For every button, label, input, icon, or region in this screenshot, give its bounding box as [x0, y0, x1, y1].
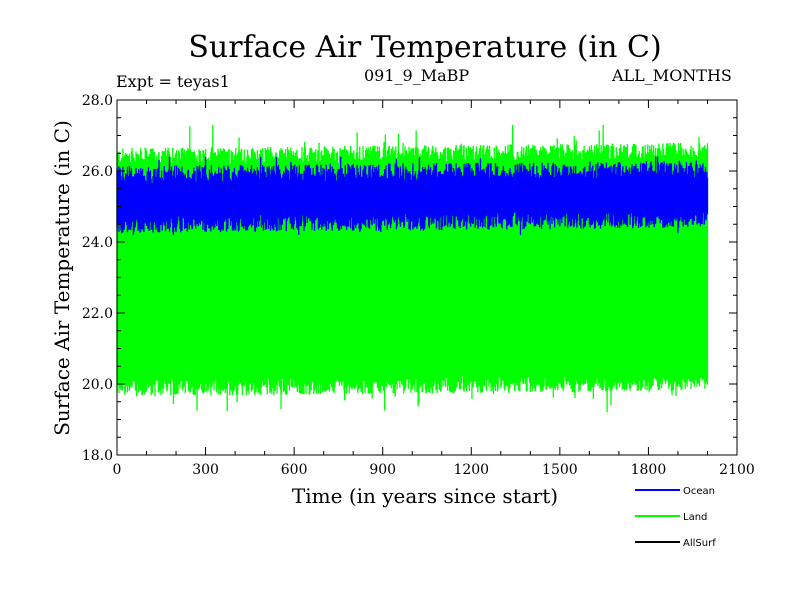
legend-label-allsurf: AllSurf: [683, 538, 716, 549]
series-layer: [116, 124, 709, 413]
y-tick-label: 24.0: [82, 235, 113, 251]
y-tick-label: 20.0: [82, 377, 113, 393]
x-tick-label: 1800: [631, 462, 667, 478]
x-tick-label: 1200: [453, 462, 489, 478]
legend-label-land: Land: [683, 512, 707, 523]
period-label: 091_9_MaBP: [364, 66, 470, 85]
x-tick-label: 1500: [542, 462, 578, 478]
months-label: ALL_MONTHS: [612, 66, 732, 85]
x-axis-label: Time (in years since start): [291, 484, 559, 508]
y-tick-label: 26.0: [82, 164, 113, 180]
x-tick-label: 300: [192, 462, 219, 478]
experiment-label: Expt = teyas1: [116, 72, 230, 91]
x-tick-label: 0: [113, 462, 122, 478]
y-tick-label: 18.0: [82, 448, 113, 464]
x-tick-label: 2100: [719, 462, 755, 478]
x-tick-label: 900: [369, 462, 396, 478]
y-tick-label: 22.0: [82, 306, 113, 322]
chart-title: Surface Air Temperature (in C): [188, 30, 662, 65]
y-tick-label: 28.0: [82, 93, 113, 109]
ticks-layer: 0 300 600 900 1200 1500 1800 2100 18.0 20.0 22.0 24…: [82, 93, 755, 478]
series-ocean: [116, 156, 709, 235]
x-tick-label: 600: [281, 462, 308, 478]
legend-label-ocean: Ocean: [683, 486, 715, 497]
legend: Ocean Land AllSurf: [635, 486, 716, 549]
